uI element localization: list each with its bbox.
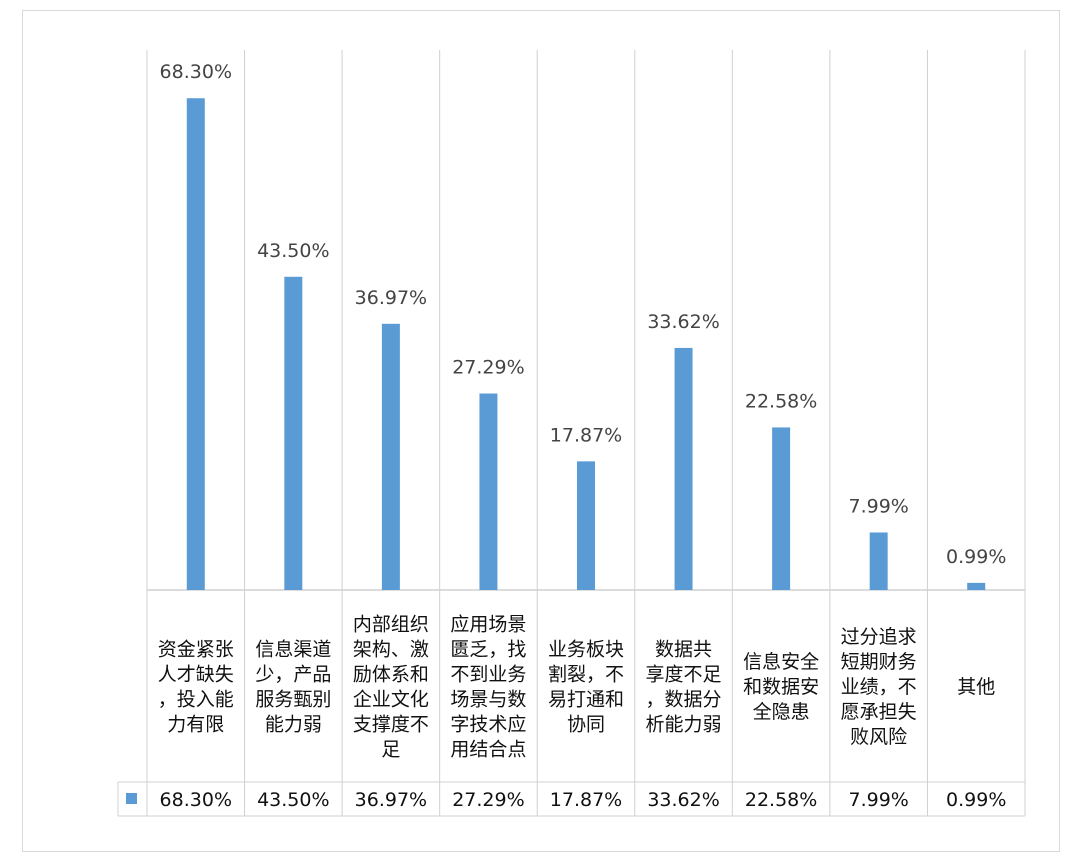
data-label: 7.99% bbox=[848, 495, 908, 517]
category-label: 不到业务 bbox=[450, 664, 526, 686]
category-label: 企业文化 bbox=[353, 689, 429, 711]
data-label: 0.99% bbox=[946, 546, 1006, 568]
category-label: 人才缺失 bbox=[158, 664, 234, 686]
data-label: 43.50% bbox=[257, 240, 329, 262]
data-label: 36.97% bbox=[355, 287, 427, 309]
table-value-cell: 33.62% bbox=[647, 789, 719, 811]
grid-layer bbox=[117, 50, 1026, 817]
category-label: 资金紧张 bbox=[158, 639, 234, 661]
category-label: 能力弱 bbox=[265, 714, 322, 736]
category-label: 应用场景 bbox=[450, 614, 526, 636]
category-label: 割裂，不 bbox=[548, 664, 624, 686]
bar bbox=[772, 427, 791, 590]
bar bbox=[284, 276, 303, 590]
category-label: 析能力弱 bbox=[646, 714, 722, 736]
legend-swatch bbox=[126, 793, 137, 804]
category-label: 过分追求 bbox=[841, 626, 917, 648]
category-label: 短期财务 bbox=[841, 651, 917, 673]
category-label: 败风险 bbox=[850, 726, 907, 748]
bar bbox=[577, 461, 595, 590]
category-label: 励体系和 bbox=[353, 664, 429, 686]
data-label: 17.87% bbox=[550, 424, 622, 446]
category-label: 足 bbox=[381, 739, 400, 761]
category-label: 全隐患 bbox=[753, 701, 810, 723]
category-label: 力有限 bbox=[167, 714, 224, 736]
bar bbox=[479, 393, 498, 590]
table-value-cell: 68.30% bbox=[160, 789, 232, 811]
category-label: 业绩，不 bbox=[841, 676, 917, 698]
category-label: 数据共 bbox=[655, 639, 712, 661]
table-value-cell: 27.29% bbox=[452, 789, 524, 811]
category-label: 用结合点 bbox=[450, 739, 526, 761]
bar bbox=[381, 323, 400, 590]
table-value-cell: 43.50% bbox=[257, 789, 329, 811]
data-label: 68.30% bbox=[160, 61, 232, 83]
category-label: 内部组织 bbox=[353, 614, 429, 636]
table-value-cell: 17.87% bbox=[550, 789, 622, 811]
table-value-cell: 22.58% bbox=[745, 789, 817, 811]
category-label: 愿承担失 bbox=[841, 701, 917, 723]
category-label: 和数据安 bbox=[743, 676, 819, 698]
category-label: 协同 bbox=[567, 714, 605, 736]
category-label: ，投入能 bbox=[158, 689, 234, 711]
category-label: 字技术应 bbox=[450, 714, 526, 736]
category-label: 易打通和 bbox=[548, 689, 624, 711]
category-label: 信息渠道 bbox=[255, 639, 331, 661]
data-label: 27.29% bbox=[452, 357, 524, 379]
bar bbox=[869, 532, 888, 590]
category-label: 支撑度不 bbox=[353, 714, 429, 736]
bar bbox=[186, 98, 205, 591]
category-label: 其他 bbox=[957, 676, 995, 698]
table-value-cell: 36.97% bbox=[355, 789, 427, 811]
category-label: 场景与数 bbox=[450, 689, 526, 711]
bar-layer bbox=[186, 98, 986, 591]
category-label: 架构、激 bbox=[353, 639, 429, 661]
category-label: 服务甄别 bbox=[255, 689, 331, 711]
category-label: 少，产品 bbox=[255, 664, 331, 686]
bar bbox=[967, 582, 986, 590]
table-value-cell: 0.99% bbox=[946, 789, 1006, 811]
category-label: 享度不足 bbox=[646, 664, 722, 686]
data-label: 33.62% bbox=[647, 311, 719, 333]
data-label: 22.58% bbox=[745, 390, 817, 412]
value-label-layer: 68.30% 43.50% 36.97% 27.29% 17.87% 33.62% 22.5… bbox=[160, 61, 1007, 568]
category-label: ，数据分 bbox=[646, 689, 722, 711]
category-label: 信息安全 bbox=[743, 651, 819, 673]
bar bbox=[674, 347, 693, 590]
category-label: 匮乏，找 bbox=[450, 639, 526, 661]
table-value-cell: 7.99% bbox=[848, 789, 908, 811]
category-label: 业务板块 bbox=[548, 639, 624, 661]
